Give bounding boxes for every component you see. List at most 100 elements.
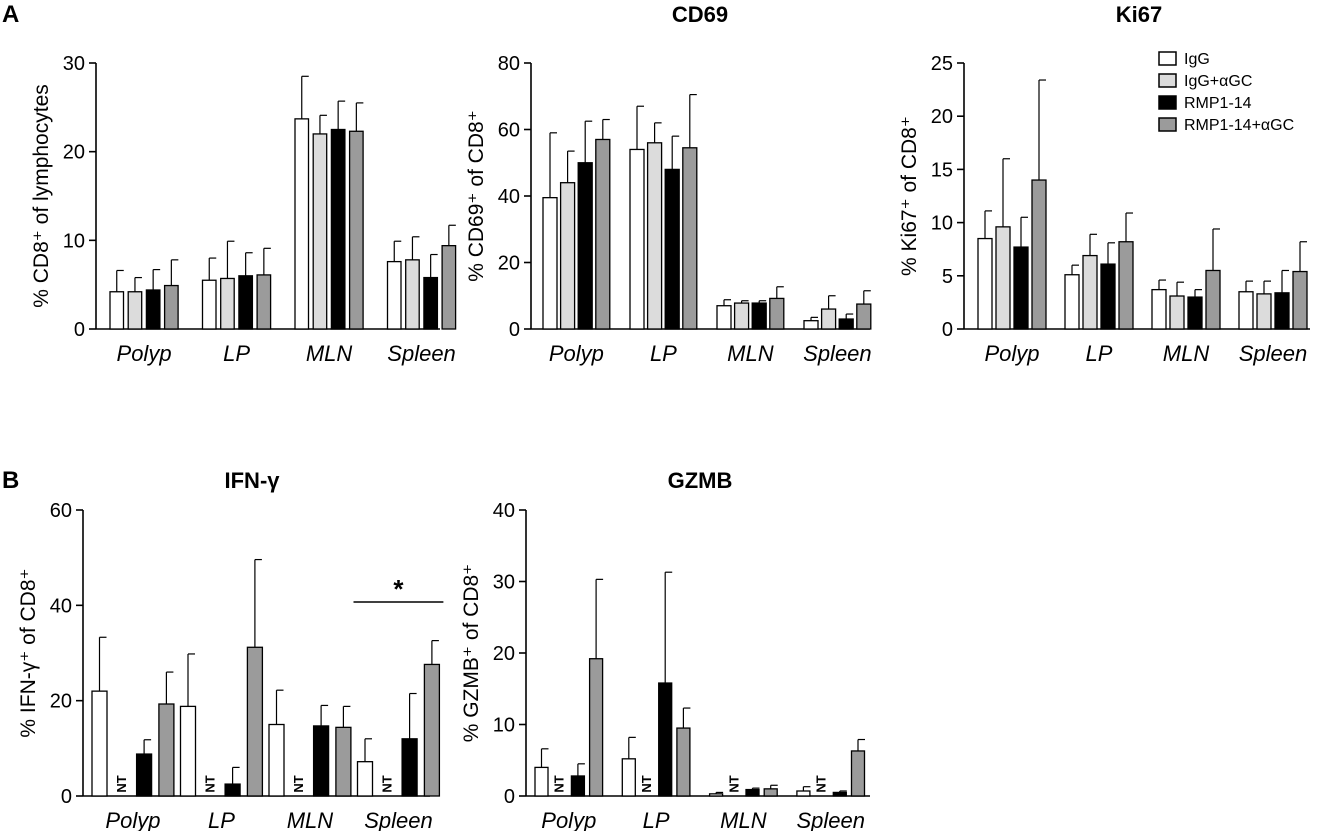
chart-ifng-category-lp: LP (208, 808, 235, 831)
chart-cd8-category-lp: LP (223, 341, 250, 366)
chart-cd8-bar-rmp-polyp (145, 289, 161, 330)
chart-ki67-bar-rmp-agc-spleen (1292, 270, 1308, 330)
chart-gzmb-ytick-label: 0 (504, 786, 515, 808)
chart-ki67-ytick-label: 20 (931, 106, 953, 128)
chart-cd69-ylabel: % CD69⁺ of CD8⁺ (465, 110, 488, 282)
chart-ifng-ytick-label: 60 (50, 500, 72, 522)
chart-ifng-bar-rmp-lp (224, 783, 241, 797)
chart-cd69-bar-igg-agc-lp (646, 142, 663, 330)
chart-gzmb-category-lp: LP (643, 808, 670, 831)
legend-label-igg-agc: IgG+αGC (1184, 73, 1252, 90)
chart-cd69-bar-rmp-polyp (577, 162, 593, 330)
chart-gzmb-nt-label: NT (726, 775, 741, 792)
chart-ifng-nt-label: NT (291, 775, 306, 792)
chart-ki67-bar-igg-spleen (1238, 291, 1254, 330)
chart-cd69-bar-igg-polyp (542, 197, 558, 330)
chart-ki67-bar-rmp-spleen (1274, 292, 1290, 330)
chart-cd8-bar-igg-agc-polyp (127, 291, 143, 330)
chart-cd69-title: CD69 (672, 2, 728, 27)
chart-cd8-bar-rmp-agc-polyp (163, 284, 179, 330)
chart-ki67-bar-rmp-mln (1187, 296, 1203, 330)
chart-cd8-category-spleen: Spleen (387, 341, 456, 366)
chart-gzmb-bar-rmp-lp (658, 682, 673, 797)
legend-label-rmp: RMP1-14 (1184, 95, 1252, 112)
chart-ki67-bar-rmp-agc-lp (1118, 241, 1134, 330)
chart-gzmb-bar-rmp-agc-polyp (588, 658, 604, 797)
chart-ki67-bar-rmp-lp (1100, 263, 1116, 330)
chart-ki67-bar-igg-agc-lp (1082, 254, 1098, 330)
legend-swatch-igg (1158, 51, 1177, 66)
chart-cd8-ytick-label: 30 (63, 53, 85, 75)
chart-cd69-ytick-label: 0 (509, 319, 520, 341)
chart-ifng-nt-label: NT (379, 775, 394, 792)
chart-cd69-category-polyp: Polyp (549, 341, 604, 366)
chart-ki67-bar-igg-agc-spleen (1256, 293, 1272, 330)
chart-cd69-bar-rmp-agc-mln (769, 297, 785, 330)
chart-ifng-category-polyp: Polyp (105, 808, 160, 831)
chart-gzmb-category-spleen: Spleen (796, 808, 865, 831)
chart-cd69-bar-rmp-agc-spleen (856, 303, 872, 330)
chart-cd69-category-spleen: Spleen (803, 341, 872, 366)
chart-ki67-ytick-label: 15 (931, 159, 953, 181)
chart-cd69-ytick-label: 20 (498, 253, 520, 275)
chart-cd69-bar-rmp-agc-lp (682, 147, 698, 330)
chart-gzmb-nt-label: NT (552, 775, 567, 792)
chart-gzmb-nt-label: NT (639, 775, 654, 792)
chart-cd69-bar-igg-agc-polyp (559, 182, 576, 330)
chart-ifng-category-mln: MLN (287, 808, 334, 831)
chart-cd8-bar-igg-agc-spleen (405, 259, 420, 330)
chart-gzmb-category-mln: MLN (720, 808, 767, 831)
chart-cd69-bar-rmp-mln (751, 302, 767, 330)
panel-label-a: A (2, 1, 19, 28)
chart-ki67-category-polyp: Polyp (984, 341, 1039, 366)
chart-ifng-nt-label: NT (202, 775, 217, 792)
chart-cd69-bar-igg-agc-spleen (820, 308, 837, 330)
chart-gzmb-bar-rmp-polyp (570, 775, 586, 797)
chart-gzmb-bar-igg-mln (708, 793, 724, 797)
chart-cd8-ytick-label: 0 (74, 319, 85, 341)
chart-gzmb-bar-rmp-spleen (832, 791, 847, 797)
chart-ifng-ylabel: % IFN-γ⁺ of CD8⁺ (17, 568, 40, 737)
chart-gzmb-ytick-label: 40 (493, 500, 515, 522)
chart-ifng-bar-rmp-polyp (135, 753, 153, 797)
chart-ifng-ytick-label: 40 (50, 595, 72, 617)
chart-gzmb-ytick-label: 10 (493, 715, 515, 737)
chart-ki67-bar-igg-agc-mln (1169, 295, 1185, 330)
chart-ifng-title: IFN-γ (225, 468, 281, 493)
chart-gzmb-ytick-label: 30 (493, 572, 515, 594)
chart-ki67-bar-igg-polyp (977, 237, 993, 330)
chart-cd8-bar-igg-polyp (109, 291, 125, 330)
chart-cd8-category-mln: MLN (306, 341, 353, 366)
chart-ifng-bar-igg-spleen (356, 761, 374, 797)
chart-gzmb-ytick-label: 20 (493, 643, 515, 665)
chart-ifng-nt-label: NT (114, 775, 129, 792)
chart-gzmb-bar-igg-lp (621, 758, 636, 797)
chart-ifng-ytick-label: 0 (61, 786, 72, 808)
chart-cd69-bar-igg-spleen (803, 320, 819, 330)
chart-ifng-bar-rmp-agc-spleen (423, 663, 441, 797)
chart-cd8-bar-igg-lp (201, 279, 217, 330)
chart-ifng-bar-igg-polyp (91, 690, 108, 797)
chart-cd69-bar-rmp-agc-polyp (595, 138, 611, 330)
chart-ki67-ytick-label: 5 (942, 266, 953, 288)
chart-cd69-ytick-label: 80 (498, 53, 520, 75)
chart-ki67-bar-rmp-agc-polyp (1031, 179, 1047, 330)
chart-cd8-bar-igg-agc-lp (220, 277, 235, 330)
chart-cd69-bar-rmp-lp (664, 168, 680, 330)
chart-gzmb-title: GZMB (668, 468, 733, 493)
chart-gzmb-bar-rmp-agc-mln (763, 788, 778, 797)
chart-cd8-bar-igg-agc-mln (312, 133, 328, 330)
chart-ki67-category-spleen: Spleen (1239, 341, 1308, 366)
chart-ki67-ytick-label: 10 (931, 213, 953, 235)
legend-swatch-rmp-agc (1158, 117, 1177, 132)
chart-gzmb-bar-rmp-mln (745, 788, 760, 797)
chart-ifng-bar-rmp-agc-lp (246, 646, 264, 797)
chart-gzmb-bar-igg-polyp (534, 766, 549, 797)
chart-cd69-ytick-label: 40 (498, 186, 520, 208)
chart-gzmb-ylabel: % GZMB⁺ of CD8⁺ (460, 564, 483, 743)
chart-gzmb-nt-label: NT (814, 775, 829, 792)
chart-cd69-bar-igg-lp (629, 148, 645, 330)
chart-cd69-bar-igg-agc-mln (733, 302, 750, 330)
panel-label-b: B (2, 467, 19, 494)
